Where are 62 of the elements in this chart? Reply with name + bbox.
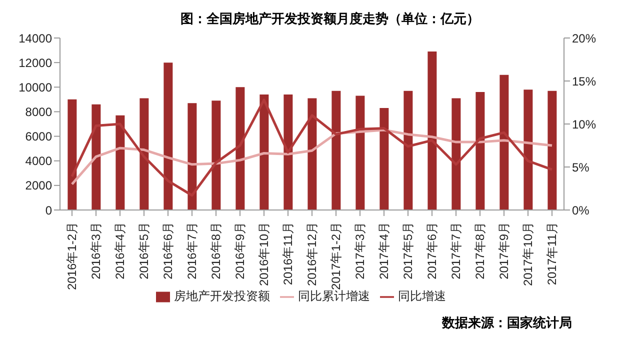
x-tick-label: 2017年5月 bbox=[401, 222, 415, 280]
bar bbox=[356, 96, 365, 210]
x-tick-label: 2017年8月 bbox=[473, 222, 487, 280]
y2-tick-label: 20% bbox=[572, 31, 596, 46]
y-tick-label: 4000 bbox=[25, 154, 52, 168]
x-tick-label: 2016年4月 bbox=[113, 222, 127, 280]
y2-tick-label: 10% bbox=[572, 117, 596, 132]
x-tick-label: 2017年3月 bbox=[353, 222, 367, 280]
bar bbox=[524, 90, 533, 210]
x-tick-label: 2017年7月 bbox=[449, 222, 463, 280]
y2-tick-label: 15% bbox=[572, 74, 596, 88]
x-tick-label: 2017年1-2月 bbox=[329, 222, 343, 290]
bar bbox=[92, 104, 101, 210]
y-tick-label: 2000 bbox=[25, 178, 52, 193]
bar bbox=[116, 115, 125, 210]
bar bbox=[548, 90, 557, 210]
x-tick-label: 2016年7月 bbox=[185, 222, 199, 280]
bar bbox=[236, 87, 245, 210]
y-tick-label: 12000 bbox=[18, 56, 52, 70]
legend-label: 同比累计增速 bbox=[298, 289, 370, 303]
bar bbox=[428, 52, 437, 210]
y2-tick-label: 0% bbox=[572, 203, 590, 218]
chart-title: 图：全国房地产开发投资额月度走势（单位：亿元） bbox=[180, 10, 480, 28]
y-tick-label: 14000 bbox=[18, 31, 52, 46]
x-tick-label: 2017年11月 bbox=[545, 222, 559, 286]
x-tick-label: 2016年6月 bbox=[161, 222, 175, 280]
x-tick-label: 2017年6月 bbox=[425, 222, 439, 280]
legend-label: 房地产开发投资额 bbox=[174, 289, 270, 303]
bar bbox=[260, 94, 269, 210]
bar bbox=[188, 103, 197, 210]
bar bbox=[476, 92, 485, 210]
x-tick-label: 2017年4月 bbox=[377, 222, 391, 280]
legend-label: 同比增速 bbox=[398, 289, 446, 303]
bar bbox=[68, 99, 77, 210]
bar bbox=[308, 98, 317, 210]
y-tick-label: 6000 bbox=[25, 130, 52, 144]
bar bbox=[404, 90, 413, 210]
y2-tick-label: 5% bbox=[572, 160, 590, 174]
x-tick-label: 2016年11月 bbox=[281, 222, 295, 286]
bar bbox=[500, 74, 509, 210]
x-tick-label: 2016年9月 bbox=[233, 222, 247, 280]
bar bbox=[284, 94, 293, 210]
x-tick-label: 2016年10月 bbox=[257, 222, 271, 286]
x-tick-label: 2017年10月 bbox=[521, 222, 535, 286]
x-tick-label: 2016年8月 bbox=[209, 222, 223, 280]
bar bbox=[332, 90, 341, 210]
line-series bbox=[70, 98, 554, 197]
bar bbox=[212, 100, 221, 210]
bar bbox=[452, 98, 461, 210]
bar bbox=[380, 108, 389, 210]
x-tick-label: 2016年3月 bbox=[89, 222, 103, 280]
x-tick-label: 2016年5月 bbox=[137, 222, 151, 280]
y-tick-label: 8000 bbox=[25, 104, 52, 119]
bar bbox=[164, 62, 173, 210]
x-tick-label: 2016年1-2月 bbox=[65, 222, 79, 290]
y-tick-label: 0 bbox=[45, 203, 52, 218]
bar bbox=[140, 98, 149, 210]
source-note: 数据来源：国家统计局 bbox=[440, 314, 573, 332]
x-tick-label: 2016年12月 bbox=[305, 222, 319, 286]
x-tick-label: 2017年9月 bbox=[497, 222, 511, 280]
line-series bbox=[70, 128, 554, 186]
y-tick-label: 10000 bbox=[18, 80, 52, 94]
